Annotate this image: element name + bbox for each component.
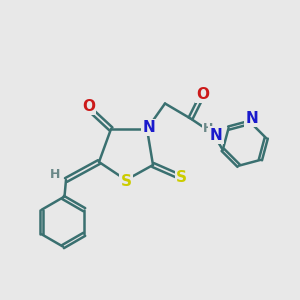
Text: N: N — [210, 128, 222, 142]
Text: S: S — [176, 169, 187, 184]
Text: H: H — [50, 167, 61, 181]
Text: N: N — [142, 120, 155, 135]
Text: H: H — [203, 122, 214, 136]
Text: O: O — [196, 87, 209, 102]
Text: O: O — [82, 99, 95, 114]
Text: N: N — [245, 111, 258, 126]
Text: S: S — [121, 174, 131, 189]
